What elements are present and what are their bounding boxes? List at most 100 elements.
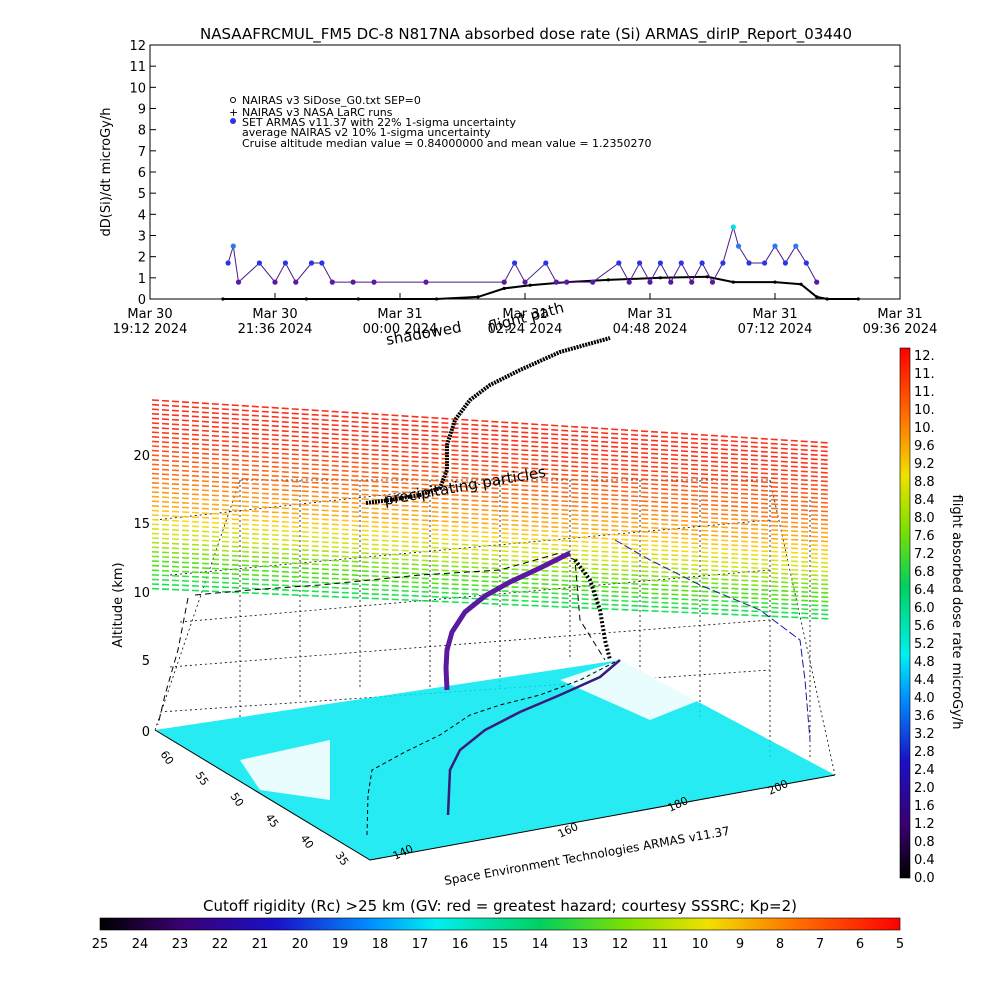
legend-entry-set-armas: SET ARMAS v11.37 with 22% 1-sigma uncert… (242, 116, 516, 129)
series-point-1 (782, 260, 789, 266)
x-tick-label-time: 09:36 2024 (863, 322, 938, 337)
x-tick-label-date: Mar 31 (377, 307, 422, 322)
dose-colorbar-tick: 6.8 (914, 565, 935, 580)
legend-marker-diamond (230, 97, 236, 103)
series-point-1 (293, 279, 299, 285)
dose-layer-line (151, 422, 831, 466)
cutoff-colorbar-tick: 24 (132, 937, 149, 952)
x-tick-label-date: Mar 31 (752, 307, 797, 322)
series-point-0 (356, 297, 360, 301)
dose-colorbar-tick: 4.8 (914, 655, 935, 670)
cutoff-colorbar-tick: 18 (372, 937, 389, 952)
dose-layer-line (151, 505, 831, 543)
cutoff-colorbar-tick: 12 (612, 937, 629, 952)
dose-colorbar-gradient (899, 347, 911, 879)
y-tick-label: 10 (129, 81, 146, 96)
series-point-1 (282, 260, 288, 266)
dose-layer-line (151, 532, 831, 569)
series-point-1 (225, 260, 231, 266)
dose-layer-line (151, 574, 831, 607)
series-point-1 (730, 224, 736, 230)
series-point-1 (230, 243, 236, 249)
z-tick-0: 0 (142, 725, 150, 740)
lat-tick-60: 60 (158, 748, 177, 767)
dose-layer-line (151, 491, 831, 530)
timeseries-series (221, 224, 860, 301)
dose-colorbar-tick: 2.8 (914, 745, 935, 760)
cutoff-colorbar-tick: 23 (172, 937, 189, 952)
dose-rate-colorbar: 12. 11. 11. 10. 10. 9.6 9.2 8.8 8.4 8.0 7.6 7.2 6.8 6… (899, 347, 964, 886)
z-tick-15: 15 (133, 517, 150, 532)
series-point-1 (564, 279, 570, 285)
dose-layer-line (151, 468, 831, 509)
dose-colorbar-tick: 4.4 (914, 673, 935, 688)
x-tick-label-time: 19:12 2024 (113, 322, 188, 337)
dose-layer-line (151, 426, 831, 470)
cutoff-rigidity-colorbar: Cutoff rigidity (Rc) >25 km (GV: red = g… (92, 897, 904, 952)
cutoff-colorbar-title: Cutoff rigidity (Rc) >25 km (GV: red = g… (203, 897, 797, 915)
series-point-1 (501, 279, 507, 285)
cutoff-colorbar-tick: 13 (572, 937, 589, 952)
y-tick-label: 4 (138, 208, 146, 223)
dose-layer-line (151, 431, 831, 474)
series-point-1 (735, 243, 742, 249)
series-point-1 (272, 279, 278, 285)
series-point-1 (511, 260, 518, 266)
dose-colorbar-tick: 8.8 (914, 475, 935, 490)
dose-layer-line (151, 546, 831, 582)
dose-layer-line (151, 518, 831, 556)
y-tick-label: 2 (138, 251, 146, 266)
legend-marker-blue (230, 118, 236, 124)
dose-colorbar-tick: 9.6 (914, 439, 935, 454)
altitude-axis-label: Altitude (km) (111, 562, 126, 647)
dose-layer-line (151, 551, 831, 586)
lat-tick-50: 50 (228, 790, 247, 809)
dose-layer-line (151, 449, 831, 491)
series-point-1 (709, 279, 716, 285)
dose-layer-line (151, 463, 831, 504)
series-point-1 (814, 279, 820, 285)
cutoff-colorbar-tick: 16 (452, 937, 469, 952)
series-point-1 (689, 279, 695, 285)
cutoff-colorbar-tick: 21 (252, 937, 269, 952)
y-tick-label: 11 (129, 60, 146, 75)
3d-floor-edges (154, 729, 836, 861)
dose-layer-line (151, 509, 831, 547)
dose-layer-line (151, 495, 831, 534)
series-line-0 (222, 275, 859, 300)
dose-colorbar-tick: 0.8 (914, 835, 935, 850)
cutoff-colorbar-tick: 20 (292, 937, 309, 952)
series-point-0 (856, 297, 860, 301)
dose-colorbar-tick: 2.4 (914, 763, 935, 778)
lat-tick-55: 55 (193, 769, 212, 788)
altitude-axis: 0 5 10 15 20 Altitude (km) (111, 449, 150, 740)
series-point-1 (350, 279, 356, 285)
dose-colorbar-tick: 10. (914, 403, 935, 418)
cutoff-colorbar-tick: 17 (412, 937, 429, 952)
dose-layer-line (151, 486, 831, 526)
dose-colorbar-tick: 1.6 (914, 799, 935, 814)
dose-layer-line (151, 440, 831, 483)
series-point-1 (720, 260, 726, 266)
series-point-1 (308, 260, 315, 266)
series-point-1 (626, 279, 632, 285)
dose-layer-line (151, 528, 831, 564)
series-point-1 (637, 260, 643, 266)
series-point-0 (304, 297, 308, 301)
cutoff-colorbar-tick: 15 (492, 937, 509, 952)
dose-colorbar-tick: 1.2 (914, 817, 935, 832)
z-tick-5: 5 (142, 654, 150, 669)
dose-layer-line (151, 399, 831, 444)
series-point-1 (235, 279, 242, 285)
dose-colorbar-ticks: 12. 11. 11. 10. 10. 9.6 9.2 8.8 8.4 8.0 7.6 7.2 6.8 6… (914, 349, 935, 886)
y-tick-label: 7 (138, 145, 146, 160)
dose-layer-line (151, 403, 831, 449)
series-point-1 (762, 260, 768, 266)
x-tick-label-time: 04:48 2024 (613, 322, 688, 337)
dose-colorbar-tick: 11. (914, 385, 935, 400)
cutoff-colorbar-tick: 19 (332, 937, 349, 952)
dose-colorbar-tick: 9.2 (914, 457, 935, 472)
